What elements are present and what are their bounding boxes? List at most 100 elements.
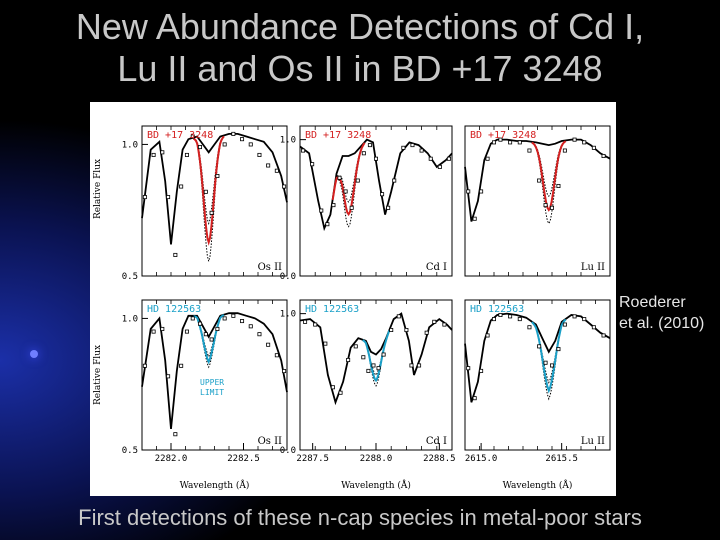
bd-lu-observed-point [562,148,567,153]
hd-cd-y-tick-label: 0.0 [280,446,296,456]
bd-os-observed-point [257,152,262,157]
bd-cd-observed-point [419,148,424,153]
hd-os-annotation: LIMIT [200,388,224,397]
bd-cd-observed-point [446,156,451,161]
hd-cd-observed-point [366,368,371,373]
bd-cd-model-line [299,138,453,232]
hd-lu-observed-point [517,317,522,322]
hd-lu-species-label: Lu II [581,436,605,447]
hd-cd-observed-point [417,363,422,368]
hd-os-observed-point [231,313,236,318]
bd-os-observed-point [240,137,245,142]
hd-lu-x-tick-label: 2615.0 [465,454,498,464]
hd-os-observed-point [266,342,271,347]
hd-os-species-label: Os II [258,436,282,447]
hd-cd-star-label: HD 122563 [305,304,359,315]
hd-lu-fit-lower-dotted [531,319,567,401]
bd-os-species-label: Os II [258,262,282,273]
bd-cd-observed-point [428,156,433,161]
bd-os-star-label: BD +17 3248 [147,130,213,141]
bd-cd-observed-point [343,189,348,194]
hd-cd-observed-point [396,314,401,319]
bd-cd-observed-point [337,175,342,180]
hd-cd-frame [299,299,453,451]
bd-os-observed-point [215,174,220,179]
bd-os-observed-point [179,184,184,189]
bd-os-observed-point [151,152,156,157]
bd-lu-observed-point [485,156,490,161]
bd-cd-species-label: Cd I [426,262,447,273]
bd-lu-observed-point [472,216,477,221]
bd-os-observed-point [282,184,287,189]
bd-lu-observed-point [572,137,577,142]
hd-os-observed-point [160,326,165,331]
hd-os-x-tick-label: 2282.0 [155,454,188,464]
spectra-figure: 0.5 1.0 BD +17 3248 Os II 0.0 1.0 BD +17 3248 C… [90,102,616,496]
hd-lu-observed-point [466,366,471,371]
hd-os-frame [141,299,288,451]
hd-os-observed-point [142,363,147,368]
hd-lu-observed-point [472,396,477,401]
decorative-glow [30,350,38,358]
hd-os-observed-point [274,353,279,358]
hd-lu-observed-point [572,314,577,319]
hd-cd-species-label: Cd I [426,436,447,447]
bd-lu-observed-point [601,154,606,159]
x-axis-label-1: Wavelength (Å) [180,479,250,491]
bd-cd-y-tick-label: 0.0 [280,272,296,282]
bd-lu-observed-point [582,140,587,145]
hd-cd-observed-point [313,322,318,327]
hd-cd-observed-point [376,366,381,371]
bd-cd-observed-point [325,222,330,227]
bd-cd-observed-point [386,205,391,210]
bd-lu-fit-line [531,140,567,212]
bd-cd-observed-point [401,145,406,150]
bd-os-observed-point [173,252,178,257]
hd-lu-fit-upper-dotted [531,318,567,384]
hd-lu-observed-point [485,333,490,338]
hd-cd-observed-point [424,330,429,335]
hd-lu-observed-point [537,344,542,349]
hd-cd-observed-point [371,363,376,368]
hd-cd-x-tick-label: 2288.0 [360,454,393,464]
bd-cd-observed-point [380,192,385,197]
hd-os-observed-point [179,363,184,368]
hd-lu-observed-point [491,317,496,322]
bd-lu-observed-point [491,140,496,145]
citation-line-1: Roederer [619,294,686,311]
hd-os-annotation: UPPER [200,378,224,387]
hd-cd-observed-point [404,327,409,332]
bd-cd-observed-point [361,151,366,156]
hd-lu-observed-point [582,317,587,322]
hd-os-observed-point [173,432,178,437]
hd-cd-observed-point [409,363,414,368]
y-axis-label-top: Relative Flux [93,159,103,219]
bd-os-fit-line [192,135,225,246]
slide-title: New Abundance Detections of Cd I, Lu II … [0,6,720,90]
hd-cd-observed-point [361,355,366,360]
hd-lu-observed-point [498,312,503,317]
bd-lu-observed-point [479,189,484,194]
hd-cd-observed-point [330,385,335,390]
bd-lu-observed-point [508,140,513,145]
hd-lu-fit-line [531,318,567,394]
bd-os-fit-upper-dotted [193,135,225,225]
bd-os-observed-point [142,195,147,200]
hd-lu-star-label: HD 122563 [470,304,524,315]
bd-os-observed-point [184,152,189,157]
bd-cd-observed-point [355,178,360,183]
bd-lu-observed-point [527,148,532,153]
bd-lu-observed-point [591,145,596,150]
hd-cd-observed-point [303,319,308,324]
hd-os-observed-point [184,329,189,334]
bd-lu-observed-point [466,189,471,194]
slide-caption: First detections of these n-cap species … [78,505,642,530]
bd-cd-fit-upper-dotted [332,142,366,203]
bd-os-observed-point [231,131,236,136]
bd-os-observed-point [209,210,214,215]
hd-os-observed-point [215,326,220,331]
hd-cd-observed-point [353,344,358,349]
hd-lu-observed-point [508,314,513,319]
hd-lu-observed-point [527,325,532,330]
